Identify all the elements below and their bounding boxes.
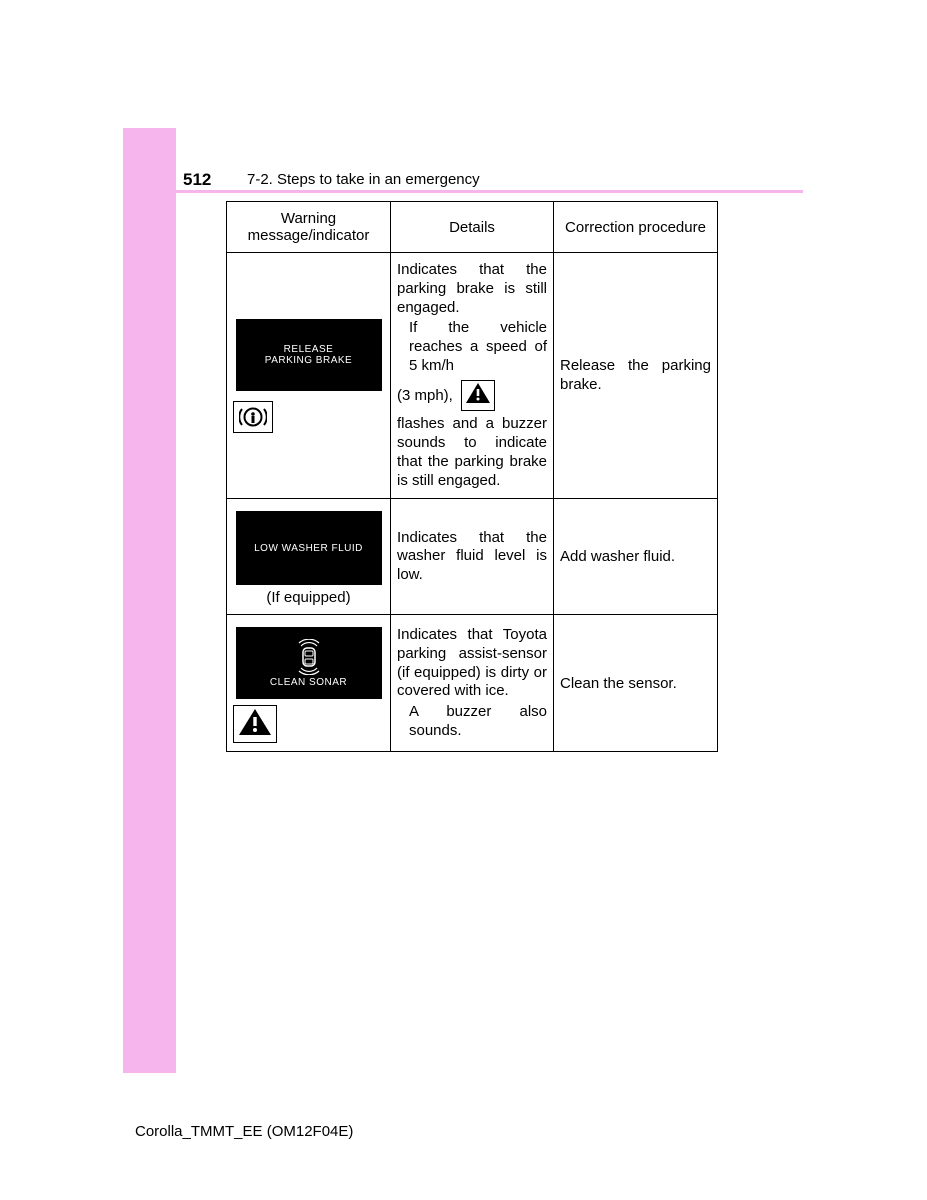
details-sonar-main: Indicates that Toyota parking assist-sen… [397, 626, 547, 701]
warning-cell-washer: LOW WASHER FLUID (If equipped) [227, 499, 391, 615]
top-rule [123, 190, 803, 193]
correction-washer: Add washer fluid. [560, 548, 711, 565]
table-row: RELEASE PARKING BRAKE Indicates that the… [227, 253, 718, 499]
header-warning: Warning message/indicator [227, 202, 391, 253]
display-washer-text: LOW WASHER FLUID [254, 543, 363, 554]
details-inline: (3 mph), [397, 386, 453, 403]
details-cell-sonar: Indicates that Toyota parking assist-sen… [391, 615, 554, 752]
side-tab [123, 128, 176, 1073]
correction-cell-parking: Release the parking brake. [554, 253, 718, 499]
details-sub2: flashes and a buzzer sounds to indicate … [397, 415, 547, 490]
warning-table: Warning message/indicator Details Correc… [226, 201, 718, 752]
correction-parking: Release the parking brake. [560, 357, 711, 395]
header-correction: Correction procedure [554, 202, 718, 253]
display-release-parking-brake: RELEASE PARKING BRAKE [236, 319, 382, 391]
page-number: 512 [183, 170, 211, 190]
warning-cell-parking: RELEASE PARKING BRAKE [227, 253, 391, 499]
display-clean-sonar: CLEAN SONAR [236, 627, 382, 699]
correction-cell-washer: Add washer fluid. [554, 499, 718, 615]
warning-cell-sonar: CLEAN SONAR [227, 615, 391, 752]
sonar-car-icon [289, 639, 329, 675]
details-sonar-sub: A buzzer also sounds. [397, 703, 547, 741]
display-line2: PARKING BRAKE [265, 355, 352, 366]
table-row: CLEAN SONAR Indicates that Toyota parkin… [227, 615, 718, 752]
section-title: 7-2. Steps to take in an emergency [247, 171, 480, 188]
details-washer: Indicates that the washer fluid level is… [397, 529, 547, 585]
table-header-row: Warning message/indicator Details Correc… [227, 202, 718, 253]
table-row: LOW WASHER FLUID (If equipped) Indicates… [227, 499, 718, 615]
brake-warning-icon [233, 401, 273, 433]
details-sub1: If the vehicle reaches a speed of 5 km/h [397, 319, 547, 375]
details-inline-row: (3 mph), [397, 380, 547, 412]
header-details: Details [391, 202, 554, 253]
display-sonar-text: CLEAN SONAR [270, 677, 347, 688]
warning-triangle-icon [233, 705, 277, 743]
footer-text: Corolla_TMMT_EE (OM12F04E) [135, 1123, 353, 1140]
warning-triangle-icon [461, 380, 495, 412]
details-cell-washer: Indicates that the washer fluid level is… [391, 499, 554, 615]
display-line1: RELEASE [284, 344, 334, 355]
correction-sonar: Clean the sensor. [560, 675, 711, 692]
display-low-washer-fluid: LOW WASHER FLUID [236, 511, 382, 585]
details-intro: Indicates that the parking brake is stil… [397, 261, 547, 317]
details-cell-parking: Indicates that the parking brake is stil… [391, 253, 554, 499]
correction-cell-sonar: Clean the sensor. [554, 615, 718, 752]
if-equipped-label: (If equipped) [233, 589, 384, 606]
